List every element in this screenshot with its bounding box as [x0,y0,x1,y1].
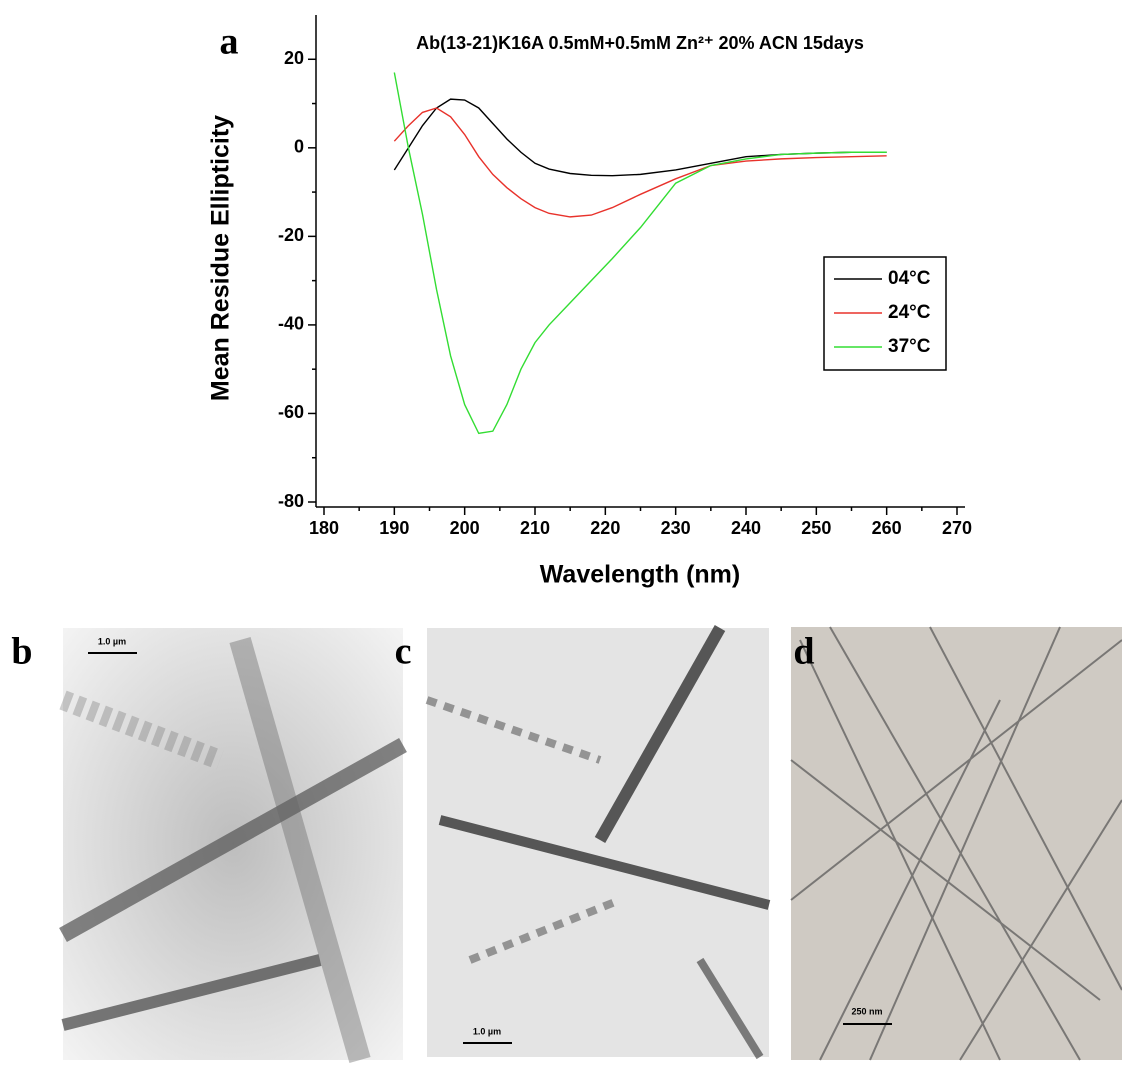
x-tick-label: 190 [379,518,409,538]
x-tick-label: 220 [590,518,620,538]
x-tick-label: 180 [309,518,339,538]
y-axis-label: Mean Residue Ellipticity [207,115,235,401]
x-tick-label: 260 [872,518,902,538]
panel-label: c [395,631,412,673]
x-axis-label: Wavelength (nm) [540,561,740,589]
y-tick-label: -20 [278,225,304,245]
panel-label: a [220,21,239,63]
scale-bar-label: 1.0 µm [473,1026,501,1036]
x-tick-label: 240 [731,518,761,538]
micrograph-d [790,626,1122,1061]
micrograph-b [59,628,407,1064]
y-tick-label: 0 [294,137,304,157]
x-tick-label: 270 [942,518,972,538]
scale-bar-label: 1.0 µm [98,636,126,646]
data-line [393,72,887,435]
scale-bar-label: 250 nm [851,1006,882,1016]
x-tick-label: 210 [520,518,550,538]
data-line [393,107,887,218]
x-tick-label: 250 [801,518,831,538]
legend-label: 37°C [888,336,931,357]
data-line [393,98,887,177]
panel-label: d [793,631,814,673]
x-tick-label: 200 [450,518,480,538]
micrograph-c [425,625,771,1060]
chart-title: Ab(13-21)K16A 0.5mM+0.5mM Zn²⁺ 20% ACN 1… [416,33,864,53]
legend-label: 24°C [888,302,931,323]
x-tick-label: 230 [661,518,691,538]
y-tick-label: -60 [278,402,304,422]
legend-label: 04°C [888,268,931,289]
y-tick-label: -40 [278,314,304,334]
y-tick-label: -80 [278,491,304,511]
y-tick-label: 20 [284,48,304,68]
panel-label: b [11,631,32,673]
